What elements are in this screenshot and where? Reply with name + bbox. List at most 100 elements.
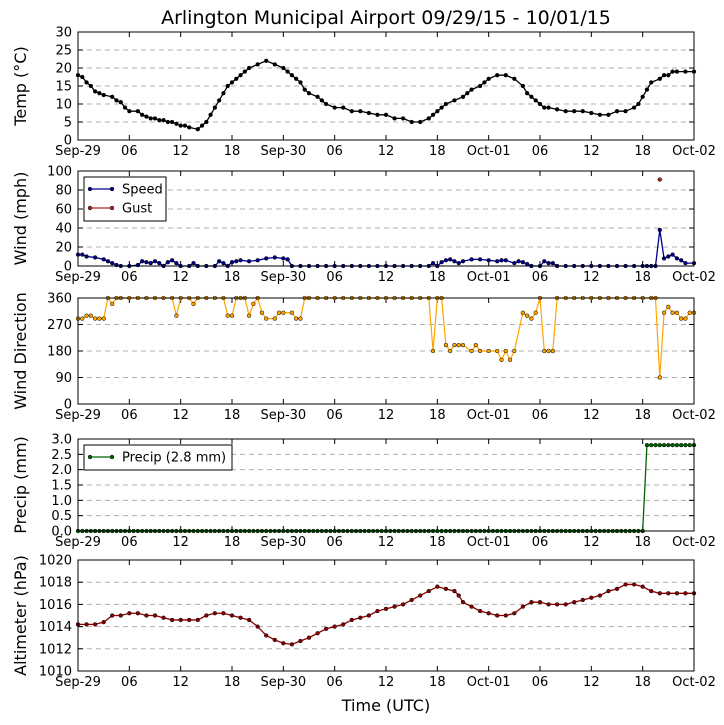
wind-data-point xyxy=(144,260,149,265)
temp-data-point xyxy=(110,94,115,99)
wind-data-point xyxy=(542,259,547,264)
precip-x-tick-label: 12 xyxy=(378,535,395,550)
temp-data-point xyxy=(229,80,235,85)
altimeter-data-point xyxy=(477,608,483,614)
wind-data-point xyxy=(520,260,526,265)
wind-data-point xyxy=(448,257,453,262)
wind-y-tick-label: 0 xyxy=(64,260,72,275)
wind-data-point xyxy=(238,258,243,263)
x-axis-title: Time (UTC) xyxy=(341,696,430,715)
temp-data-point xyxy=(204,119,209,125)
wind-data-point xyxy=(246,259,252,264)
temp-data-point xyxy=(264,58,269,63)
temp-data-point xyxy=(332,105,337,110)
wind-x-tick-label: 06 xyxy=(326,270,343,285)
wind-direction-data-point xyxy=(495,348,500,354)
wind-direction-x-tick-label: 12 xyxy=(172,408,189,423)
wind-data-point xyxy=(452,259,457,264)
wind-direction-y-tick-label: 180 xyxy=(47,345,72,360)
temp-data-point xyxy=(294,76,299,81)
wind-direction-data-point xyxy=(533,310,538,315)
temp-data-point xyxy=(546,105,551,110)
temp-data-point xyxy=(400,116,406,121)
temp-data-point xyxy=(649,80,654,85)
wind-y-tick-label: 100 xyxy=(47,165,72,180)
temp-data-point xyxy=(477,83,483,89)
temp-data-point xyxy=(178,123,183,128)
temp-data-point xyxy=(533,98,538,103)
wind-direction-data-point xyxy=(259,310,265,315)
precip-y-tick-label: 3.0 xyxy=(51,433,72,448)
wind-direction-data-point xyxy=(430,348,436,354)
temp-data-point xyxy=(114,98,119,103)
altimeter-data-point xyxy=(332,624,337,629)
wind-direction-data-point xyxy=(289,310,295,315)
wind-data-point xyxy=(157,261,162,266)
precip-legend-marker xyxy=(109,454,115,460)
altimeter-data-point xyxy=(606,588,611,594)
wind-data-point xyxy=(191,261,196,266)
altimeter-data-point xyxy=(520,604,526,609)
altimeter-data-point xyxy=(169,617,175,623)
temp-data-point xyxy=(255,62,260,67)
temp-x-tick-label: 18 xyxy=(634,144,651,159)
wind-direction-data-point xyxy=(460,342,466,348)
precip-y-tick-label: 1.0 xyxy=(51,494,72,509)
wind-direction-x-tick-label: 06 xyxy=(532,408,549,423)
wind-direction-y-axis-title: Wind Direction xyxy=(11,292,30,410)
wind-direction-data-point xyxy=(550,348,555,354)
precip-legend-label: Precip (2.8 mm) xyxy=(122,451,226,466)
wind-data-point xyxy=(546,261,551,266)
wind-direction-data-point xyxy=(674,310,680,315)
wind-direction-data-point xyxy=(473,342,478,348)
precip-y-tick-label: 1.5 xyxy=(51,479,72,494)
altimeter-data-point xyxy=(281,641,286,646)
precip-data-point xyxy=(679,442,684,448)
precip-data-point xyxy=(649,442,654,448)
precip-x-tick-label: Oct-02 xyxy=(672,535,716,550)
temp-data-point xyxy=(165,119,170,125)
altimeter-data-point xyxy=(563,602,568,607)
temp-data-point xyxy=(152,116,158,121)
precip-x-tick-label: Oct-01 xyxy=(467,535,511,550)
temp-data-point xyxy=(182,123,188,128)
altimeter-data-point xyxy=(460,600,466,605)
wind-data-point xyxy=(495,259,500,264)
precip-x-tick-label: 18 xyxy=(224,535,241,550)
altimeter-data-point xyxy=(161,615,166,620)
wind-legend-marker xyxy=(87,205,93,211)
altimeter-x-tick-label: 12 xyxy=(378,675,395,690)
temp-data-point xyxy=(238,73,243,78)
wind-direction-data-point xyxy=(666,304,671,309)
wind-direction-data-point xyxy=(452,342,457,348)
wind-direction-data-point xyxy=(298,316,303,321)
altimeter-y-tick-label: 1012 xyxy=(39,642,72,657)
wind-data-point xyxy=(460,259,466,264)
temp-data-point xyxy=(631,105,637,110)
altimeter-data-point xyxy=(469,604,474,609)
wind-x-tick-label: Sep-29 xyxy=(55,270,101,285)
altimeter-data-point xyxy=(229,613,235,618)
altimeter-x-tick-label: Oct-02 xyxy=(672,675,716,690)
wind-direction-y-tick-label: 90 xyxy=(55,371,72,386)
temp-data-point xyxy=(298,80,303,85)
temp-data-point xyxy=(554,107,560,112)
wind-data-point xyxy=(285,257,290,262)
temp-data-point xyxy=(670,69,675,74)
temp-data-point xyxy=(169,119,175,125)
altimeter-data-point xyxy=(152,613,158,618)
altimeter-data-point xyxy=(178,617,183,623)
wind-direction-data-point xyxy=(670,310,675,315)
temp-data-point xyxy=(187,125,192,130)
temp-data-point xyxy=(426,116,431,121)
temp-data-point xyxy=(597,112,603,117)
temp-data-point xyxy=(469,87,474,92)
temp-frame xyxy=(77,31,695,141)
temp-data-point xyxy=(122,105,128,110)
temp-x-tick-label: 12 xyxy=(378,144,395,159)
temp-data-point xyxy=(80,74,85,80)
wind-data-point xyxy=(84,254,89,259)
altimeter-data-point xyxy=(495,613,500,618)
precip-data-point xyxy=(674,442,680,448)
wind-direction-data-point xyxy=(84,313,89,318)
